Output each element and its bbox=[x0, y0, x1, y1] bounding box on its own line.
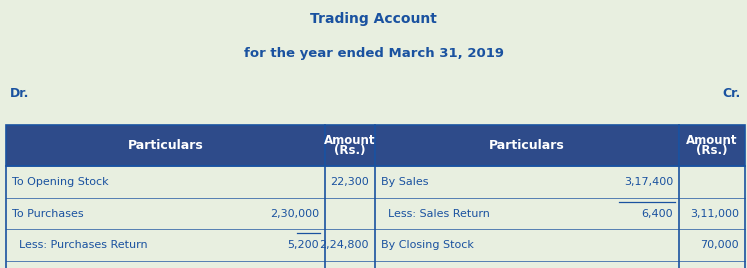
Text: (Rs.): (Rs.) bbox=[334, 144, 366, 157]
Text: By Closing Stock: By Closing Stock bbox=[381, 240, 474, 250]
Text: Amount: Amount bbox=[324, 134, 376, 147]
Text: Dr.: Dr. bbox=[10, 87, 29, 100]
Bar bbox=[6, 125, 325, 166]
Bar bbox=[325, 125, 375, 166]
Text: for the year ended March 31, 2019: for the year ended March 31, 2019 bbox=[244, 47, 503, 60]
Text: 3,11,000: 3,11,000 bbox=[689, 209, 739, 219]
Text: Trading Account: Trading Account bbox=[310, 12, 437, 26]
Text: To Purchases: To Purchases bbox=[12, 209, 84, 219]
Bar bbox=[375, 125, 679, 166]
Text: Amount: Amount bbox=[686, 134, 737, 147]
Text: 5,200: 5,200 bbox=[288, 240, 319, 250]
Text: Particulars: Particulars bbox=[128, 139, 203, 152]
Text: Less: Sales Return: Less: Sales Return bbox=[381, 209, 490, 219]
Text: Particulars: Particulars bbox=[489, 139, 565, 152]
Text: To Opening Stock: To Opening Stock bbox=[12, 177, 108, 187]
Bar bbox=[6, 166, 745, 268]
Bar bbox=[679, 125, 745, 166]
Text: 3,17,400: 3,17,400 bbox=[624, 177, 673, 187]
Text: (Rs.): (Rs.) bbox=[696, 144, 728, 157]
Text: 22,300: 22,300 bbox=[330, 177, 369, 187]
Text: 2,30,000: 2,30,000 bbox=[270, 209, 319, 219]
Text: Cr.: Cr. bbox=[723, 87, 741, 100]
Text: 6,400: 6,400 bbox=[642, 209, 673, 219]
Text: 2,24,800: 2,24,800 bbox=[320, 240, 369, 250]
Text: 70,000: 70,000 bbox=[700, 240, 739, 250]
Text: By Sales: By Sales bbox=[381, 177, 429, 187]
Text: Less: Purchases Return: Less: Purchases Return bbox=[12, 240, 148, 250]
